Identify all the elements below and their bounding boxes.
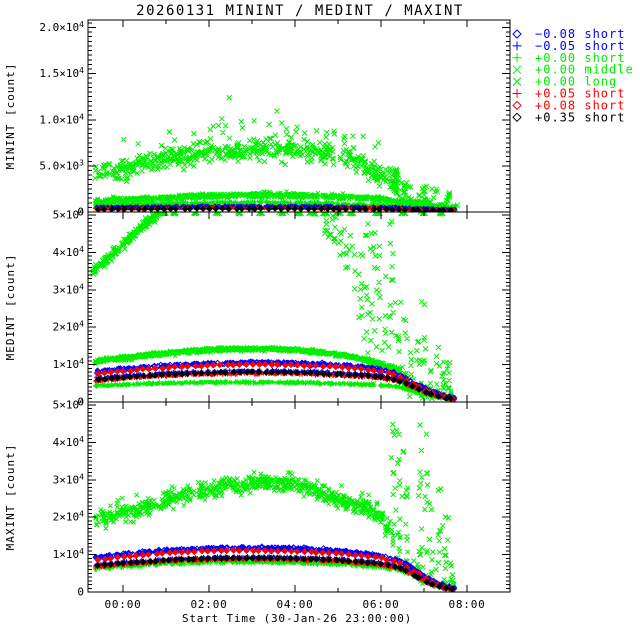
- panel-maxint: [92, 421, 458, 592]
- legend-marker-diamond: [512, 100, 522, 111]
- y-tick-label: 2.0×104: [39, 20, 84, 34]
- y-tick-label: 4×104: [53, 245, 85, 259]
- legend: −0.08 short−0.05 short+0.00 short+0.00 m…: [512, 27, 634, 124]
- legend-label: −0.05 short: [535, 39, 625, 53]
- x-tick-label: 04:00: [276, 598, 313, 611]
- series-medint-black-diamond: [95, 368, 455, 402]
- legend-label: +0.00 long: [535, 75, 617, 89]
- y-tick-label: 0: [77, 206, 84, 219]
- y-tick-label: 3×104: [53, 472, 85, 486]
- y-tick-label: 2×104: [53, 510, 85, 524]
- y-tick-label: 3×104: [53, 282, 85, 296]
- x-tick-label: 00:00: [104, 598, 141, 611]
- series-minint-long: [92, 94, 461, 212]
- chart-title: 20260131 MININT / MEDINT / MAXINT: [136, 3, 464, 19]
- y-tick-label: 0: [77, 396, 84, 409]
- panel-medint: [90, 212, 458, 402]
- x-tick-label: 08:00: [448, 598, 485, 611]
- y-axis-title-maxint: MAXINT [count]: [4, 444, 17, 551]
- axes-minint: [87, 19, 511, 213]
- x-axis-title: Start Time (30-Jan-26 23:00:00): [182, 612, 412, 625]
- legend-label: +0.35 short: [535, 110, 625, 124]
- x-tick-label: 02:00: [190, 598, 227, 611]
- y-tick-label: 1.0×104: [39, 112, 84, 126]
- legend-entry-7: +0.08 short: [512, 98, 625, 112]
- legend-entry-8: +0.35 short: [512, 110, 625, 124]
- y-tick-label: 1.5×104: [39, 66, 84, 80]
- legend-label: −0.08 short: [535, 27, 625, 41]
- y-tick-label: 5×104: [53, 208, 85, 222]
- series-minint-middle: [92, 188, 458, 212]
- legend-entry-5: +0.00 long: [512, 75, 617, 89]
- y-tick-labels-medint: 0 1×104 2×104 3×104 4×104 5×104: [53, 208, 85, 409]
- legend-entry-4: +0.00 middle: [512, 63, 634, 77]
- y-axis-title-minint: MININT [count]: [4, 63, 17, 170]
- series-maxint-black-diamond: [94, 554, 456, 592]
- legend-marker-plus: [512, 41, 522, 51]
- legend-marker-x: [512, 77, 522, 86]
- y-tick-label: 5×104: [53, 398, 85, 412]
- legend-marker-diamond: [512, 29, 522, 39]
- axes: 0 5.0×103 1.0×104 1.5×104 2.0×104 MININT [cou…: [4, 19, 511, 611]
- legend-marker-diamond: [512, 112, 522, 123]
- y-tick-label: 5.0×103: [39, 158, 84, 172]
- panel-minint: [92, 94, 461, 212]
- panels: [90, 94, 461, 592]
- axes-medint: [87, 211, 511, 403]
- axes-maxint: [87, 401, 511, 593]
- y-tick-label: 4×104: [53, 435, 85, 449]
- legend-label: +0.00 middle: [535, 63, 634, 77]
- series-maxint-long: [388, 421, 456, 589]
- x-tick-label: 06:00: [362, 598, 399, 611]
- legend-marker-plus: [512, 53, 522, 63]
- y-tick-label: 0: [77, 586, 84, 599]
- legend-label: +0.00 short: [535, 51, 625, 65]
- legend-label: +0.05 short: [535, 87, 625, 101]
- series-medint-middle: [92, 344, 457, 402]
- legend-label: +0.08 short: [535, 98, 625, 112]
- legend-marker-x: [512, 65, 522, 75]
- y-tick-label: 1×104: [53, 547, 85, 561]
- legend-marker-plus: [512, 89, 522, 98]
- legend-entry-3: +0.00 short: [512, 51, 625, 65]
- y-tick-label: 1×104: [53, 357, 85, 371]
- y-axis-title-medint: MEDINT [count]: [4, 254, 17, 361]
- series-maxint-middle: [93, 469, 457, 589]
- legend-entry-1: −0.08 short: [512, 27, 625, 41]
- y-tick-labels-maxint: 0 1×104 2×104 3×104 4×104 5×104: [53, 398, 85, 599]
- legend-entry-2: −0.05 short: [512, 39, 625, 53]
- x-tick-labels: 00:00 02:00 04:00 06:00 08:00: [104, 598, 485, 611]
- legend-entry-6: +0.05 short: [512, 87, 625, 101]
- y-tick-label: 2×104: [53, 320, 85, 334]
- y-tick-labels-minint: 0 5.0×103 1.0×104 1.5×104 2.0×104: [39, 20, 84, 219]
